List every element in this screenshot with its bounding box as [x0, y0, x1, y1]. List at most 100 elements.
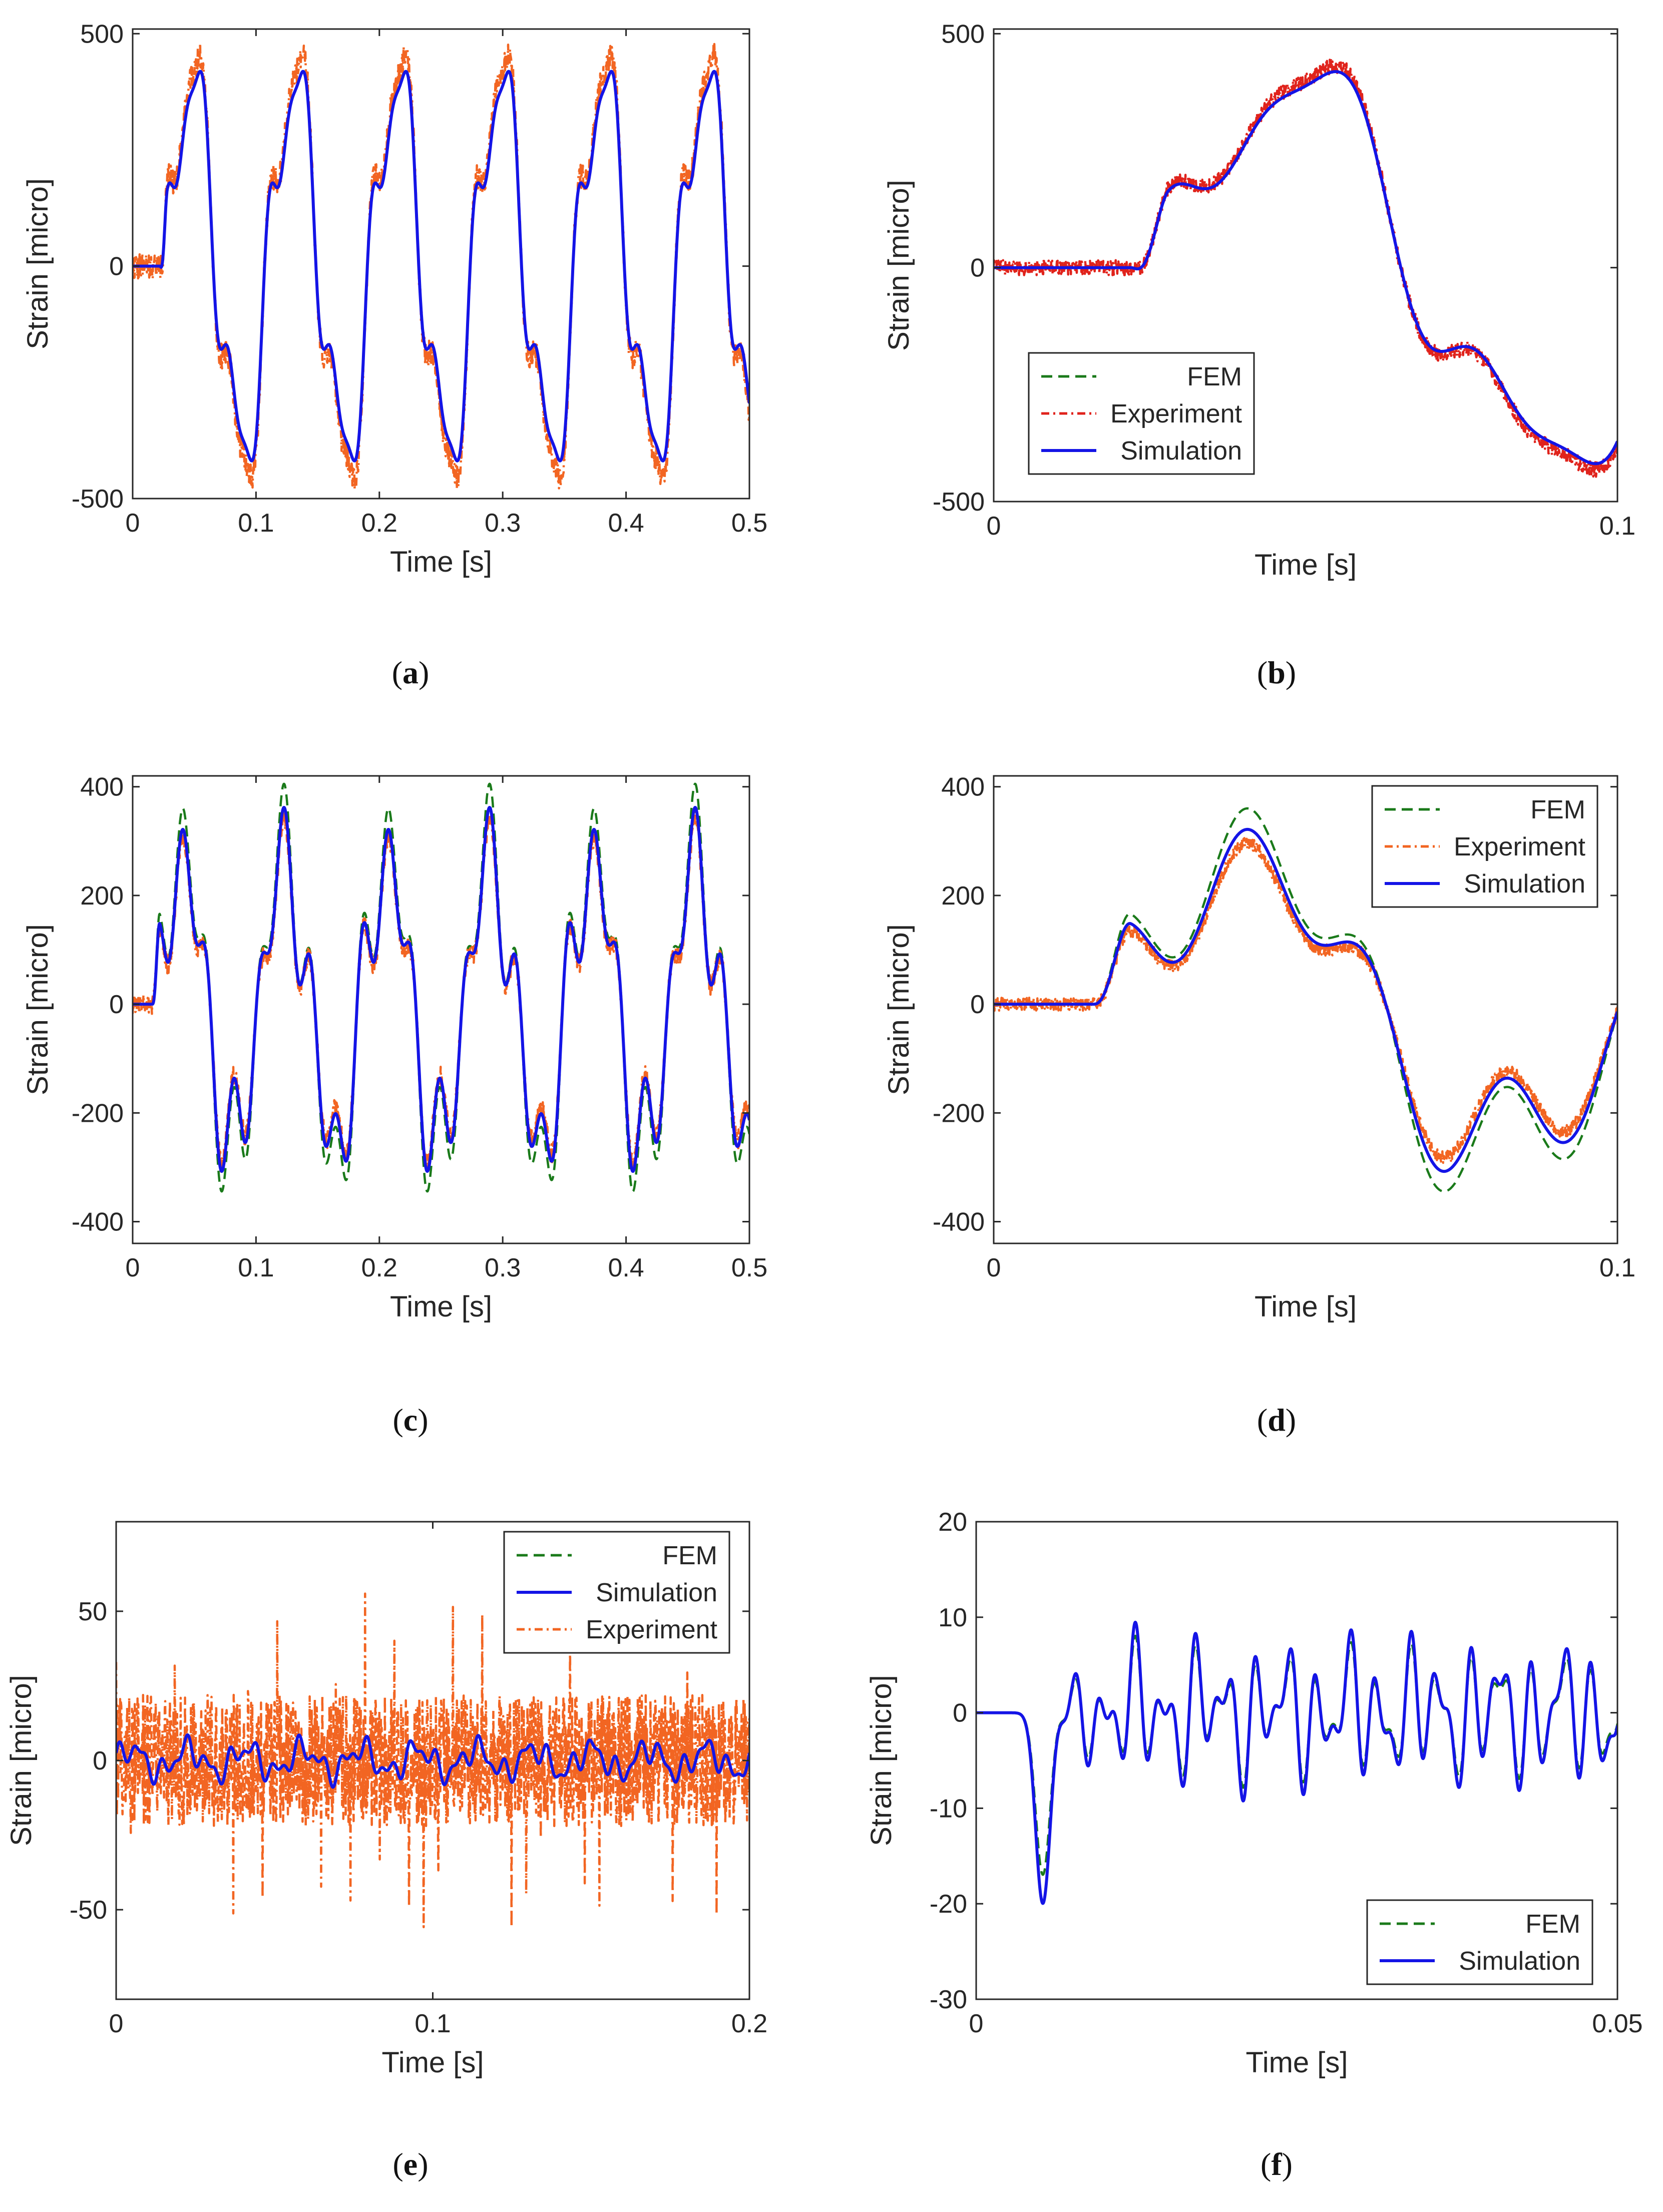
y-tick-label: -200	[933, 1099, 985, 1128]
x-tick-label: 0.2	[361, 1253, 397, 1282]
x-tick-label: 0	[109, 2009, 124, 2038]
legend-label-fem: FEM	[662, 1541, 717, 1570]
y-tick-label: -500	[933, 488, 985, 517]
legend-box	[1366, 1899, 1593, 1985]
y-tick-label: 0	[109, 252, 124, 281]
legend: FEM Experiment Simulation	[1371, 785, 1598, 908]
x-tick-label: 0.5	[731, 509, 767, 538]
y-axis-label: Strain [micro]	[883, 924, 915, 1095]
y-tick-label: 500	[941, 20, 985, 49]
y-tick-label: 200	[941, 881, 985, 911]
chart-panel-c: 0 0.1 0.2 0.3 0.4 0.5 -400 -200 0 200 400 Time [s] S…	[22, 773, 767, 1323]
panel-caption-f: (f)	[1261, 2146, 1293, 2182]
y-tick-label: 400	[80, 773, 124, 802]
x-tick-label: 0.1	[414, 2009, 451, 2038]
series-line-simulation	[976, 1620, 1617, 1905]
y-tick-label: -200	[72, 1099, 124, 1128]
y-tick-label: 0	[109, 990, 124, 1019]
panel-caption-e: (e)	[392, 2146, 428, 2182]
x-tick-label: 0	[987, 1253, 1001, 1282]
y-tick-label: 20	[938, 1508, 967, 1537]
y-axis-label: Strain [micro]	[5, 1675, 38, 1846]
x-tick-label: 0	[126, 509, 140, 538]
series-line-simulation	[994, 827, 1617, 1173]
series-line-simulation	[133, 806, 749, 1173]
series-line-simulation	[133, 70, 749, 463]
y-tick-label: 50	[78, 1597, 107, 1626]
y-tick-label: -10	[930, 1794, 967, 1823]
series-line-experiment	[133, 807, 749, 1173]
y-tick-label: 10	[938, 1603, 967, 1632]
plot-area-f	[976, 1620, 1617, 1905]
x-tick-label: 0.1	[238, 1253, 274, 1282]
y-axis-label: Strain [micro]	[22, 178, 54, 349]
series-line-experiment	[116, 1592, 749, 1929]
legend-label-experiment: Experiment	[1110, 399, 1242, 428]
series-line-simulation	[994, 70, 1617, 466]
panel-caption-c: (c)	[392, 1402, 428, 1438]
x-tick-label: 0.3	[485, 509, 521, 538]
series-line-fem	[976, 1634, 1617, 1876]
y-tick-label: -400	[72, 1208, 124, 1237]
legend-label-fem: FEM	[1530, 795, 1585, 824]
y-tick-label: -500	[72, 485, 124, 514]
series-line-experiment	[994, 836, 1617, 1164]
x-tick-label: 0.4	[608, 1253, 644, 1282]
panel-caption-d: (d)	[1257, 1402, 1296, 1438]
x-axis-label: Time [s]	[1255, 1290, 1357, 1323]
y-tick-label: 200	[80, 881, 124, 911]
x-tick-label: 0.05	[1592, 2009, 1642, 2038]
y-tick-label: 0	[953, 1699, 967, 1728]
x-tick-label: 0	[126, 1253, 140, 1282]
series-line-fem	[133, 782, 749, 1193]
x-tick-label: 0.5	[731, 1253, 767, 1282]
panel-caption-b: (b)	[1257, 655, 1296, 690]
x-tick-label: 0	[969, 2009, 984, 2038]
series-line-simulation	[116, 1733, 749, 1789]
y-tick-label: -50	[70, 1896, 107, 1925]
x-tick-label: 0.2	[361, 509, 397, 538]
plot-area-b	[994, 59, 1617, 479]
x-axis-label: Time [s]	[390, 1290, 492, 1323]
legend: FEM Simulation Experiment	[503, 1531, 730, 1654]
plot-area-c	[133, 782, 749, 1193]
legend-label-experiment: Experiment	[586, 1615, 718, 1644]
x-tick-label: 0.1	[1599, 1253, 1635, 1282]
y-axis-label: Strain [micro]	[865, 1675, 898, 1846]
legend-label-simulation: Simulation	[1459, 1947, 1580, 1976]
plot-area-e	[116, 1592, 749, 1929]
legend: FEM Experiment Simulation	[1028, 352, 1255, 475]
y-axis-label: Strain [micro]	[22, 924, 54, 1095]
y-axis-label: Strain [micro]	[883, 180, 915, 351]
axes-frame	[993, 28, 1618, 503]
legend: FEM Simulation	[1366, 1899, 1593, 1985]
y-tick-label: 0	[970, 990, 985, 1019]
chart-panel-f: 0 0.05 -30 -20 -10 0 10 20 Time [s] Strain [micro…	[865, 1508, 1643, 2079]
plot-area-d	[994, 807, 1617, 1193]
x-tick-label: 0.3	[485, 1253, 521, 1282]
axes-frame	[132, 28, 750, 500]
y-tick-label: 500	[80, 20, 124, 49]
axes-frame	[993, 775, 1618, 1244]
x-tick-label: 0.4	[608, 509, 644, 538]
legend-label-fem: FEM	[1187, 362, 1242, 391]
legend-label-simulation: Simulation	[596, 1578, 717, 1607]
legend-label-simulation: Simulation	[1120, 436, 1242, 466]
y-tick-label: -30	[930, 1985, 967, 2014]
legend-label-experiment: Experiment	[1454, 832, 1586, 861]
x-axis-label: Time [s]	[381, 2046, 484, 2079]
plot-area-a	[133, 42, 749, 491]
series-line-experiment	[994, 59, 1617, 479]
chart-panel-e: 0 0.1 0.2 -50 0 50 Time [s] Strain [micro] FEM Si…	[5, 1521, 767, 2079]
y-tick-label: -20	[930, 1890, 967, 1919]
x-tick-label: 0.2	[731, 2009, 767, 2038]
chart-panel-d: 0 0.1 -400 -200 0 200 400 Time [s] Strain [micro…	[883, 773, 1635, 1323]
x-tick-label: 0.1	[1599, 512, 1635, 541]
panel-caption-a: (a)	[392, 655, 430, 690]
x-axis-label: Time [s]	[1255, 549, 1357, 581]
legend-label-fem: FEM	[1525, 1910, 1580, 1939]
series-line-experiment	[133, 42, 749, 491]
